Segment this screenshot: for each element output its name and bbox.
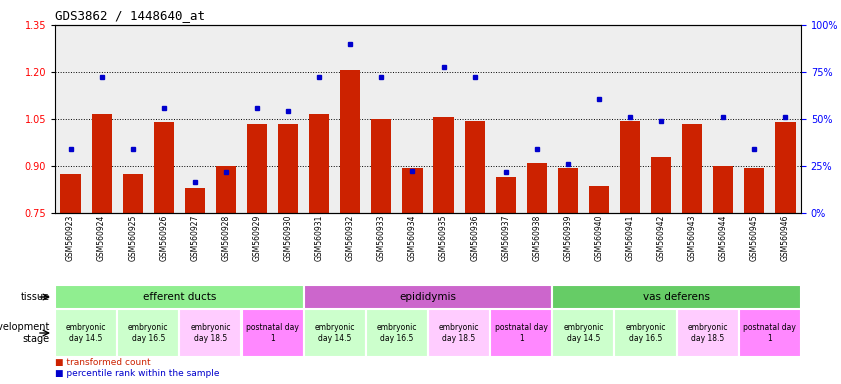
Text: development
stage: development stage: [0, 322, 50, 344]
Text: tissue: tissue: [21, 292, 50, 302]
Text: embryonic
day 16.5: embryonic day 16.5: [128, 323, 168, 343]
Text: embryonic
day 14.5: embryonic day 14.5: [563, 323, 604, 343]
Text: postnatal day
1: postnatal day 1: [246, 323, 299, 343]
Bar: [775, 122, 796, 213]
Text: efferent ducts: efferent ducts: [143, 292, 216, 302]
Bar: [428, 309, 490, 357]
Bar: [309, 114, 330, 213]
Bar: [371, 119, 391, 213]
Bar: [744, 167, 764, 213]
Bar: [154, 122, 174, 213]
Bar: [589, 186, 609, 213]
Text: postnatal day
1: postnatal day 1: [743, 323, 796, 343]
Text: GDS3862 / 1448640_at: GDS3862 / 1448640_at: [55, 10, 205, 22]
Bar: [117, 309, 179, 357]
Text: embryonic
day 18.5: embryonic day 18.5: [687, 323, 728, 343]
Bar: [92, 114, 112, 213]
Bar: [495, 177, 516, 213]
Bar: [304, 285, 553, 309]
Bar: [55, 309, 117, 357]
Bar: [620, 121, 640, 213]
Bar: [179, 309, 241, 357]
Text: embryonic
day 16.5: embryonic day 16.5: [377, 323, 417, 343]
Bar: [61, 174, 81, 213]
Text: epididymis: epididymis: [399, 292, 457, 302]
Bar: [433, 118, 453, 213]
Text: embryonic
day 18.5: embryonic day 18.5: [439, 323, 479, 343]
Text: ■ percentile rank within the sample: ■ percentile rank within the sample: [55, 369, 220, 378]
Bar: [553, 285, 801, 309]
Bar: [615, 309, 677, 357]
Bar: [682, 124, 702, 213]
Bar: [341, 70, 361, 213]
Text: embryonic
day 16.5: embryonic day 16.5: [626, 323, 666, 343]
Bar: [677, 309, 739, 357]
Bar: [558, 167, 578, 213]
Text: postnatal day
1: postnatal day 1: [495, 323, 547, 343]
Bar: [490, 309, 553, 357]
Bar: [526, 163, 547, 213]
Bar: [241, 309, 304, 357]
Bar: [216, 166, 236, 213]
Bar: [247, 124, 267, 213]
Text: ■ transformed count: ■ transformed count: [55, 358, 151, 367]
Bar: [304, 309, 366, 357]
Bar: [55, 285, 304, 309]
Bar: [123, 174, 143, 213]
Bar: [366, 309, 428, 357]
Text: vas deferens: vas deferens: [643, 292, 710, 302]
Bar: [185, 188, 205, 213]
Bar: [278, 124, 299, 213]
Bar: [402, 167, 422, 213]
Text: embryonic
day 14.5: embryonic day 14.5: [66, 323, 106, 343]
Bar: [464, 121, 484, 213]
Bar: [553, 309, 615, 357]
Bar: [739, 309, 801, 357]
Bar: [713, 166, 733, 213]
Bar: [651, 157, 671, 213]
Text: embryonic
day 14.5: embryonic day 14.5: [315, 323, 355, 343]
Text: embryonic
day 18.5: embryonic day 18.5: [190, 323, 230, 343]
